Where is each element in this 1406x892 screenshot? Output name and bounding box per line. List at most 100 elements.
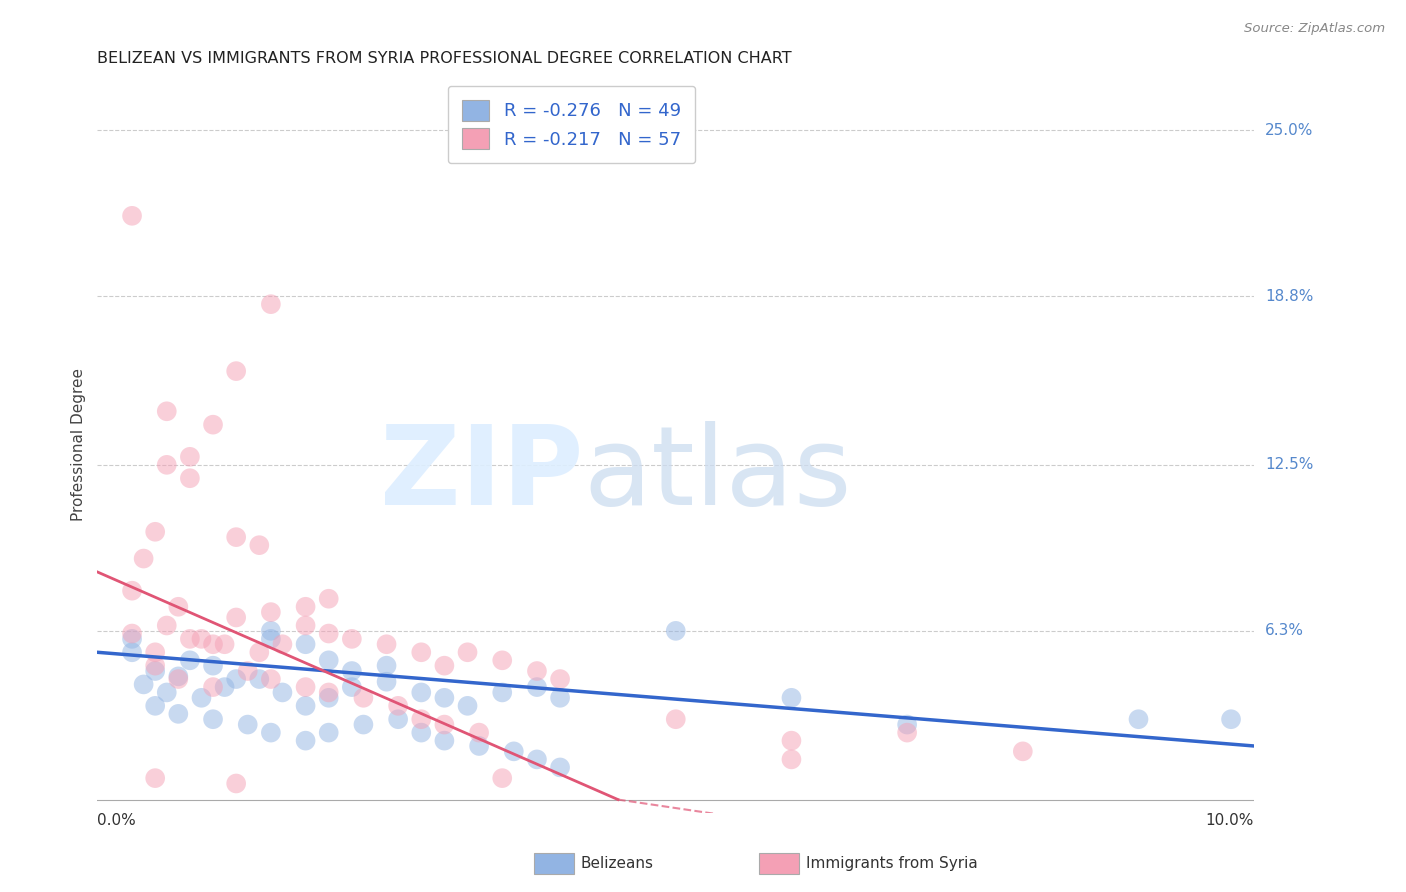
Point [143, 664, 166, 678]
Point [121, 632, 143, 646]
Point [896, 717, 918, 731]
Point [780, 690, 803, 705]
Point [202, 417, 225, 432]
Point [179, 450, 201, 464]
Point [352, 690, 374, 705]
Point [143, 771, 166, 785]
Point [1011, 744, 1033, 758]
Point [411, 685, 433, 699]
Point [294, 599, 316, 614]
Point [190, 690, 212, 705]
Point [214, 637, 236, 651]
Point [411, 645, 433, 659]
Point [225, 364, 247, 378]
Point [352, 717, 374, 731]
Point [121, 626, 143, 640]
Point [1128, 712, 1150, 726]
Point [190, 632, 212, 646]
Point [143, 645, 166, 659]
Point [225, 776, 247, 790]
Point [294, 733, 316, 747]
Point [526, 680, 548, 694]
Point [236, 717, 259, 731]
Text: 18.8%: 18.8% [1265, 289, 1313, 303]
Point [318, 685, 340, 699]
Text: 12.5%: 12.5% [1265, 458, 1313, 473]
Point [271, 685, 294, 699]
Point [548, 690, 571, 705]
Point [491, 685, 513, 699]
Point [457, 698, 479, 713]
Legend: R = -0.276   N = 49, R = -0.217   N = 57: R = -0.276 N = 49, R = -0.217 N = 57 [449, 86, 696, 163]
Point [225, 672, 247, 686]
Point [294, 698, 316, 713]
Point [896, 725, 918, 739]
Point [156, 618, 179, 632]
Point [433, 658, 456, 673]
Point [225, 610, 247, 624]
Point [143, 658, 166, 673]
Point [340, 664, 363, 678]
Text: 25.0%: 25.0% [1265, 122, 1313, 137]
Point [179, 632, 201, 646]
Point [375, 658, 398, 673]
Point [375, 674, 398, 689]
Point [143, 524, 166, 539]
Point [167, 672, 190, 686]
Point [214, 680, 236, 694]
Point [260, 605, 283, 619]
Point [236, 664, 259, 678]
Point [143, 698, 166, 713]
Point [167, 599, 190, 614]
Point [375, 637, 398, 651]
Point [121, 583, 143, 598]
Point [318, 626, 340, 640]
Point [411, 725, 433, 739]
Point [260, 624, 283, 638]
Point [247, 538, 270, 552]
Point [468, 725, 491, 739]
Point [457, 645, 479, 659]
Point [294, 637, 316, 651]
Point [156, 458, 179, 472]
Point [780, 752, 803, 766]
Point [202, 680, 225, 694]
Point [132, 551, 155, 566]
Point [167, 669, 190, 683]
Text: Source: ZipAtlas.com: Source: ZipAtlas.com [1244, 22, 1385, 36]
Point [167, 706, 190, 721]
Point [247, 645, 270, 659]
Point [491, 653, 513, 667]
Point [260, 672, 283, 686]
Point [121, 209, 143, 223]
Text: BELIZEAN VS IMMIGRANTS FROM SYRIA PROFESSIONAL DEGREE CORRELATION CHART: BELIZEAN VS IMMIGRANTS FROM SYRIA PROFES… [97, 51, 792, 66]
Point [411, 712, 433, 726]
Point [468, 739, 491, 753]
Point [526, 664, 548, 678]
Point [225, 530, 247, 544]
Text: Immigrants from Syria: Immigrants from Syria [806, 856, 977, 871]
Text: 6.3%: 6.3% [1265, 624, 1305, 639]
Point [502, 744, 524, 758]
Text: 10.0%: 10.0% [1206, 813, 1254, 828]
Point [318, 591, 340, 606]
Point [156, 404, 179, 418]
Text: ZIP: ZIP [380, 421, 583, 528]
Point [318, 725, 340, 739]
Text: 0.0%: 0.0% [97, 813, 136, 828]
Point [433, 733, 456, 747]
Point [780, 733, 803, 747]
Point [665, 624, 688, 638]
Point [179, 471, 201, 485]
Point [179, 653, 201, 667]
Point [247, 672, 270, 686]
Point [294, 618, 316, 632]
Point [202, 658, 225, 673]
Text: Belizeans: Belizeans [581, 856, 654, 871]
Point [387, 698, 409, 713]
Point [548, 672, 571, 686]
Point [665, 712, 688, 726]
Point [318, 690, 340, 705]
Point [260, 297, 283, 311]
Point [526, 752, 548, 766]
